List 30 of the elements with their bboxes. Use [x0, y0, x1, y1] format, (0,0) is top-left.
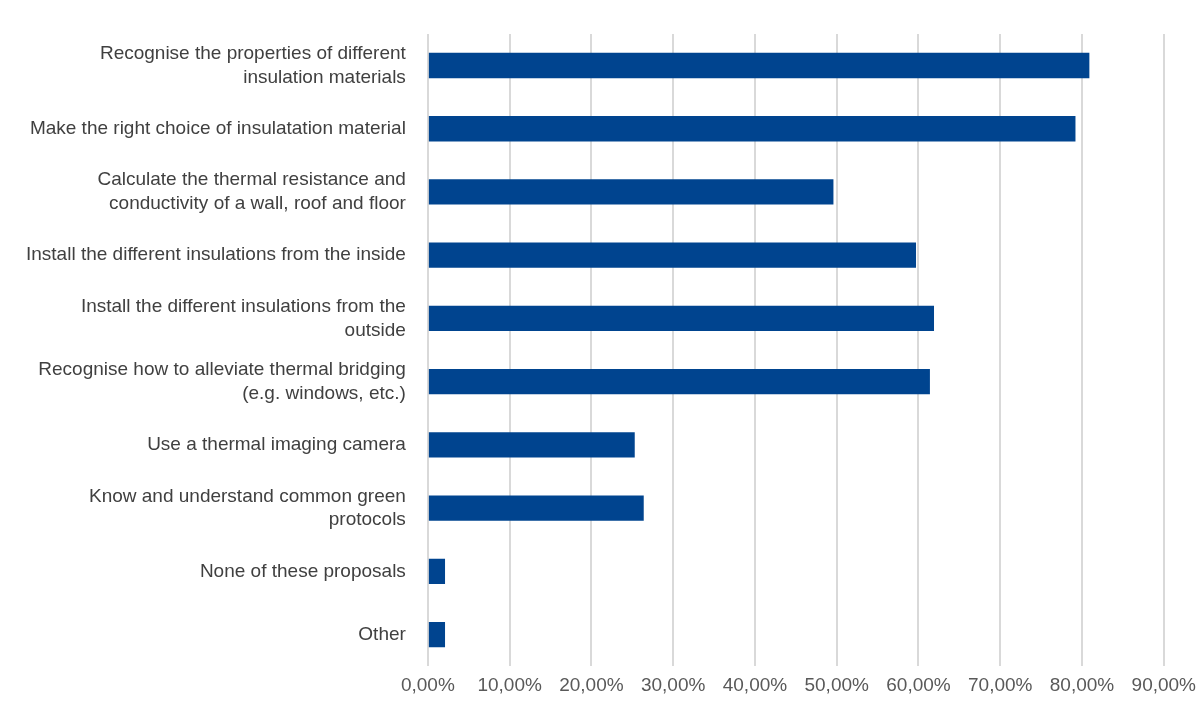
- bar: [428, 242, 917, 268]
- y-tick-label: Know and understand common green protocols: [88, 484, 406, 530]
- x-tick-label: 10,00%: [477, 673, 542, 695]
- x-tick-label: 80,00%: [1049, 673, 1115, 695]
- bar: [428, 432, 635, 458]
- y-tick-label: Install the different insulations from the outside: [80, 294, 406, 340]
- y-tick-label: None of these proposals: [199, 559, 406, 581]
- x-tick-label: 60,00%: [886, 673, 951, 695]
- bar: [428, 116, 1076, 142]
- bar: [428, 621, 446, 648]
- x-tick-label: 0,00%: [400, 673, 455, 695]
- y-tick-label: Make the right choice of insulatation material: [29, 116, 406, 138]
- y-tick-label: Install the different insulations from the inside: [25, 243, 406, 265]
- bar: [428, 305, 935, 332]
- x-tick-label: 90,00%: [1131, 673, 1197, 695]
- x-tick-label: 30,00%: [640, 673, 706, 695]
- y-tick-label: Recognise how to alleviate thermal bridging (e.g. windows, etc.): [38, 358, 406, 403]
- bar: [428, 179, 834, 205]
- y-tick-label: Other: [358, 622, 407, 644]
- bar: [428, 558, 446, 585]
- y-tick-label: Use a thermal imaging camera: [147, 433, 407, 455]
- bar: [428, 52, 1090, 79]
- x-tick-label: 20,00%: [559, 673, 624, 695]
- bar: [428, 369, 930, 395]
- y-tick-label: Recognise the properties of different insulation materials: [99, 41, 407, 87]
- x-tick-label: 70,00%: [968, 673, 1033, 695]
- bar: [428, 495, 644, 521]
- y-tick-label: Calculate the thermal resistance and conductivity of a wall, roof and floor: [97, 168, 407, 214]
- x-tick-label: 50,00%: [804, 673, 870, 695]
- x-tick-label: 40,00%: [722, 673, 788, 695]
